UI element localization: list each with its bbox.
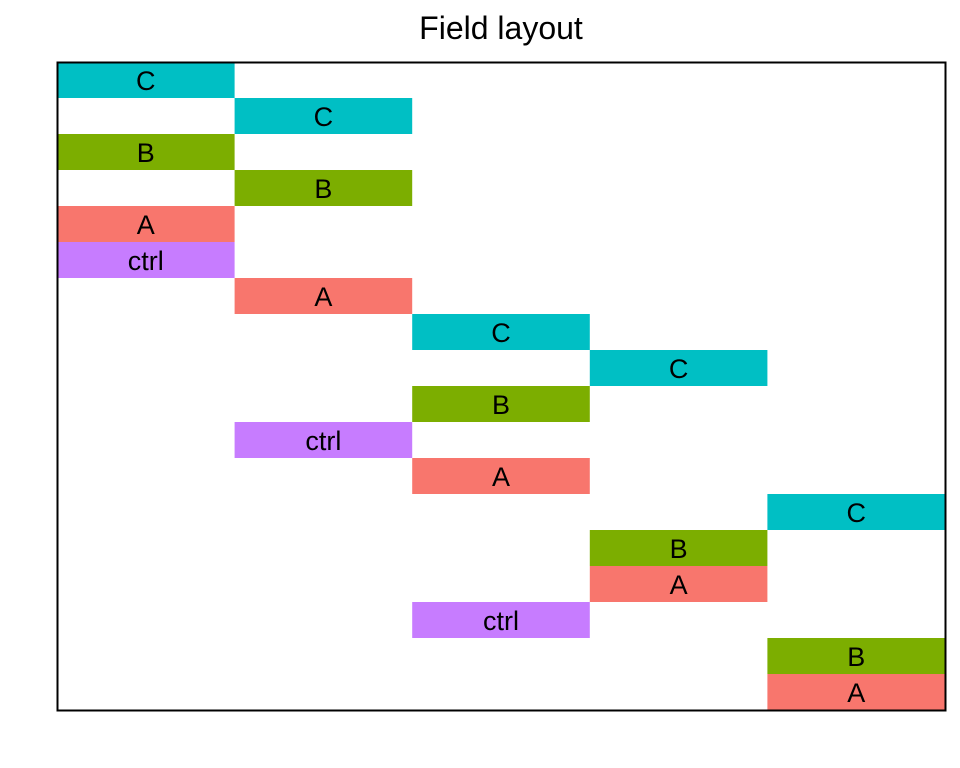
plot-cell-label: A	[492, 462, 510, 492]
plot-cell-label: C	[491, 318, 511, 348]
plot-cell-label: C	[846, 498, 866, 528]
plot-cell-label: A	[314, 282, 332, 312]
plot-cell-label: C	[136, 66, 156, 96]
plot-cell-label: B	[492, 390, 510, 420]
plot-cell-label: C	[314, 102, 334, 132]
plot-cell-ctrl-4	[57, 242, 235, 278]
plot-cell-label: ctrl	[128, 246, 164, 276]
plot-cell-label: B	[314, 174, 332, 204]
plot-cell-A-11	[412, 458, 590, 494]
plot-cell-ctrl-12	[412, 602, 590, 638]
plot-cell-label: C	[669, 354, 689, 384]
plot-cell-C-5	[234, 98, 413, 134]
panel-border	[56, 61, 947, 712]
plot-cell-label: A	[137, 210, 155, 240]
plot-cell-B-2	[57, 134, 235, 170]
plot-cell-label: A	[847, 678, 865, 708]
plot-cell-C-16	[767, 494, 945, 530]
plot-cell-A-18	[767, 674, 945, 710]
plot-cell-B-6	[234, 170, 413, 206]
plot-cell-A-15	[589, 566, 768, 602]
plot-cell-B-17	[767, 638, 945, 674]
plot-cell-C-1	[57, 62, 235, 98]
chart-title: Field layout	[419, 10, 583, 46]
plot-cell-A-7	[234, 278, 413, 314]
plot-cell-C-13	[589, 350, 768, 386]
plot-cell-B-10	[412, 386, 590, 422]
plot-cell-A-3	[57, 206, 235, 242]
plot-cell-B-14	[589, 530, 768, 566]
plot-cell-ctrl-8	[234, 422, 413, 458]
plot-cell-label: B	[670, 534, 688, 564]
plot-cell-label: ctrl	[483, 606, 519, 636]
plot-cell-C-9	[412, 314, 590, 350]
plot-cell-label: B	[137, 138, 155, 168]
plot-cell-label: B	[847, 642, 865, 672]
plot-cell-label: A	[670, 570, 688, 600]
plot-cell-label: ctrl	[305, 426, 341, 456]
